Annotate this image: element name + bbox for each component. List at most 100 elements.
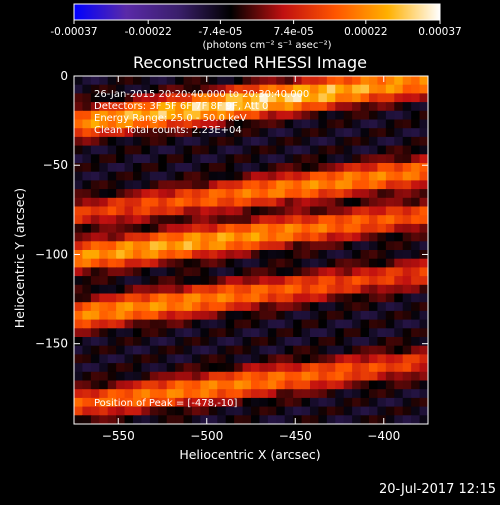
- heatmap-cell: [74, 136, 84, 147]
- heatmap-cell: [352, 380, 362, 390]
- heatmap-cell: [166, 180, 176, 190]
- heatmap-cell: [242, 389, 252, 399]
- heatmap-cell: [107, 267, 117, 277]
- heatmap-cell: [343, 380, 353, 390]
- heatmap-cell: [284, 284, 294, 295]
- heatmap-cell: [141, 363, 151, 373]
- heatmap-cell: [208, 93, 218, 103]
- heatmap-cell: [284, 215, 294, 225]
- x-tick-label: −500: [190, 429, 223, 443]
- heatmap-cell: [99, 345, 109, 355]
- heatmap-cell: [267, 241, 277, 251]
- heatmap-cell: [377, 363, 387, 373]
- heatmap-cell: [284, 232, 294, 242]
- heatmap-cell: [318, 415, 328, 424]
- heatmap-cell: [369, 189, 379, 199]
- heatmap-cell: [217, 215, 227, 225]
- heatmap-cell: [217, 136, 227, 147]
- heatmap-cell: [141, 267, 151, 277]
- heatmap-cell: [335, 171, 345, 181]
- heatmap-cell: [310, 84, 320, 94]
- heatmap-cell: [318, 110, 328, 121]
- heatmap-cell: [107, 163, 117, 173]
- heatmap-cell: [411, 415, 421, 424]
- heatmap-cell: [369, 197, 379, 208]
- heatmap-cell: [259, 267, 269, 277]
- heatmap-cell: [225, 310, 235, 321]
- heatmap-cell: [352, 145, 362, 155]
- heatmap-cell: [124, 84, 134, 94]
- heatmap-cell: [124, 180, 134, 190]
- heatmap-cell: [284, 345, 294, 355]
- heatmap-cell: [293, 380, 303, 390]
- heatmap-cell: [377, 284, 387, 295]
- heatmap-cell: [175, 206, 185, 216]
- heatmap-cell: [217, 241, 227, 251]
- heatmap-cell: [133, 380, 143, 390]
- heatmap-cell: [276, 136, 286, 147]
- heatmap-cell: [369, 110, 379, 121]
- heatmap-cell: [310, 250, 320, 260]
- heatmap-cell: [217, 284, 227, 295]
- heatmap-cell: [251, 119, 261, 129]
- heatmap-cell: [141, 180, 151, 190]
- heatmap-cell: [385, 110, 395, 121]
- heatmap-cell: [301, 397, 311, 408]
- heatmap-cell: [90, 250, 100, 260]
- heatmap-cell: [369, 397, 379, 408]
- heatmap-cell: [192, 180, 202, 190]
- heatmap-cell: [217, 319, 227, 329]
- heatmap-cell: [208, 406, 218, 416]
- heatmap-cell: [107, 119, 117, 129]
- heatmap-cell: [166, 93, 176, 103]
- heatmap-cell: [74, 389, 84, 399]
- heatmap-cell: [310, 241, 320, 251]
- heatmap-cell: [343, 197, 353, 208]
- heatmap-cell: [183, 197, 193, 208]
- heatmap-cell: [234, 171, 244, 181]
- heatmap-cell: [124, 258, 134, 268]
- heatmap-cell: [259, 232, 269, 242]
- heatmap-cell: [74, 310, 84, 321]
- heatmap-cell: [225, 180, 235, 190]
- heatmap-cell: [301, 328, 311, 338]
- heatmap-cell: [82, 145, 92, 155]
- heatmap-cell: [242, 223, 252, 234]
- heatmap-cell: [318, 241, 328, 251]
- heatmap-cell: [217, 389, 227, 399]
- heatmap-cell: [310, 397, 320, 408]
- heatmap-cell: [293, 223, 303, 234]
- heatmap-cell: [225, 415, 235, 424]
- heatmap-cell: [326, 241, 336, 251]
- heatmap-cell: [267, 154, 277, 164]
- heatmap-cell: [124, 223, 134, 234]
- heatmap-cell: [82, 371, 92, 382]
- heatmap-cell: [411, 84, 421, 94]
- heatmap-cell: [183, 110, 193, 121]
- heatmap-cell: [217, 110, 227, 121]
- heatmap-cell: [411, 128, 421, 138]
- heatmap-cell: [200, 389, 210, 399]
- heatmap-cell: [301, 136, 311, 147]
- heatmap-cell: [411, 163, 421, 173]
- heatmap-cell: [200, 354, 210, 364]
- heatmap-cell: [192, 145, 202, 155]
- heatmap-cell: [343, 102, 353, 112]
- heatmap-cell: [343, 415, 353, 424]
- heatmap-cell: [200, 302, 210, 312]
- heatmap-cell: [369, 215, 379, 225]
- heatmap-cell: [99, 223, 109, 234]
- heatmap-cell: [301, 84, 311, 94]
- heatmap-cell: [335, 415, 345, 424]
- heatmap-cell: [352, 223, 362, 234]
- heatmap-cell: [74, 197, 84, 208]
- heatmap-cell: [369, 136, 379, 147]
- heatmap-cell: [419, 76, 428, 86]
- heatmap-cell: [74, 371, 84, 382]
- heatmap-cell: [310, 337, 320, 347]
- heatmap-cell: [369, 328, 379, 338]
- heatmap-cell: [377, 223, 387, 234]
- heatmap-cell: [175, 136, 185, 147]
- heatmap-cell: [394, 276, 404, 286]
- heatmap-cell: [352, 267, 362, 277]
